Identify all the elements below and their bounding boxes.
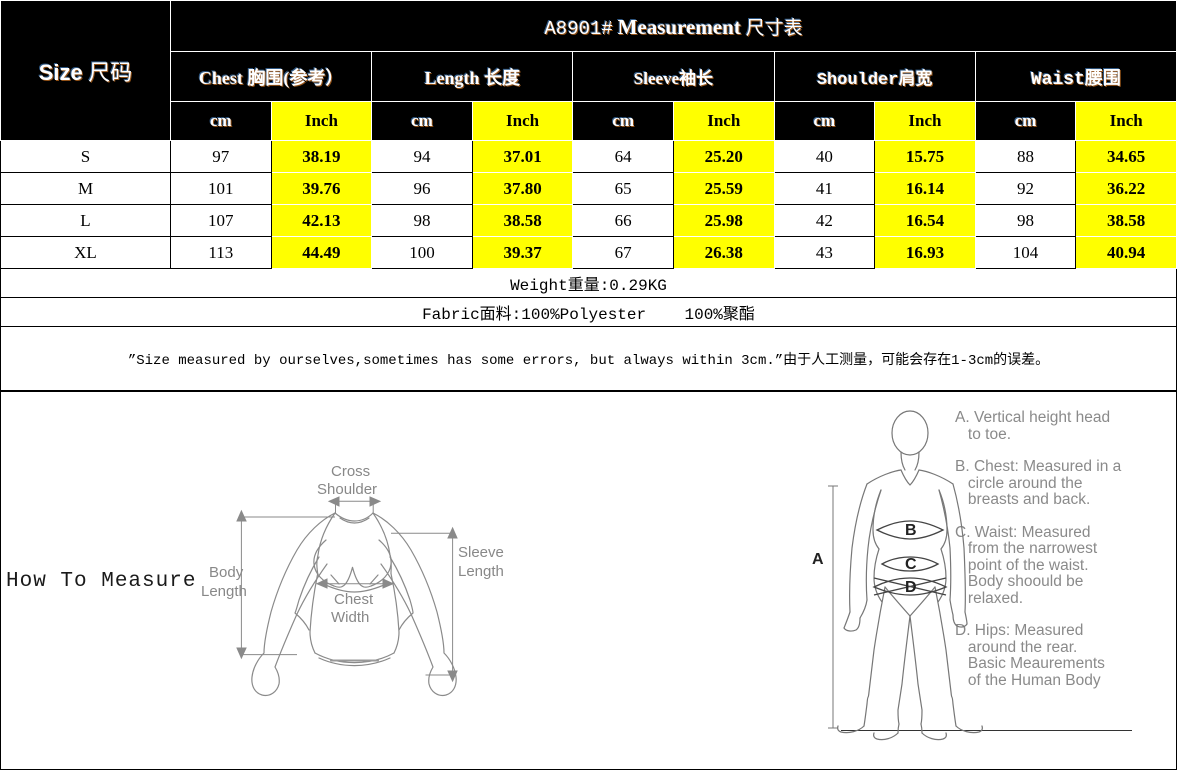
svg-text:B: B — [905, 522, 917, 539]
svg-text:A: A — [812, 551, 824, 568]
svg-text:C: C — [905, 556, 917, 573]
svg-text:D: D — [905, 579, 917, 596]
